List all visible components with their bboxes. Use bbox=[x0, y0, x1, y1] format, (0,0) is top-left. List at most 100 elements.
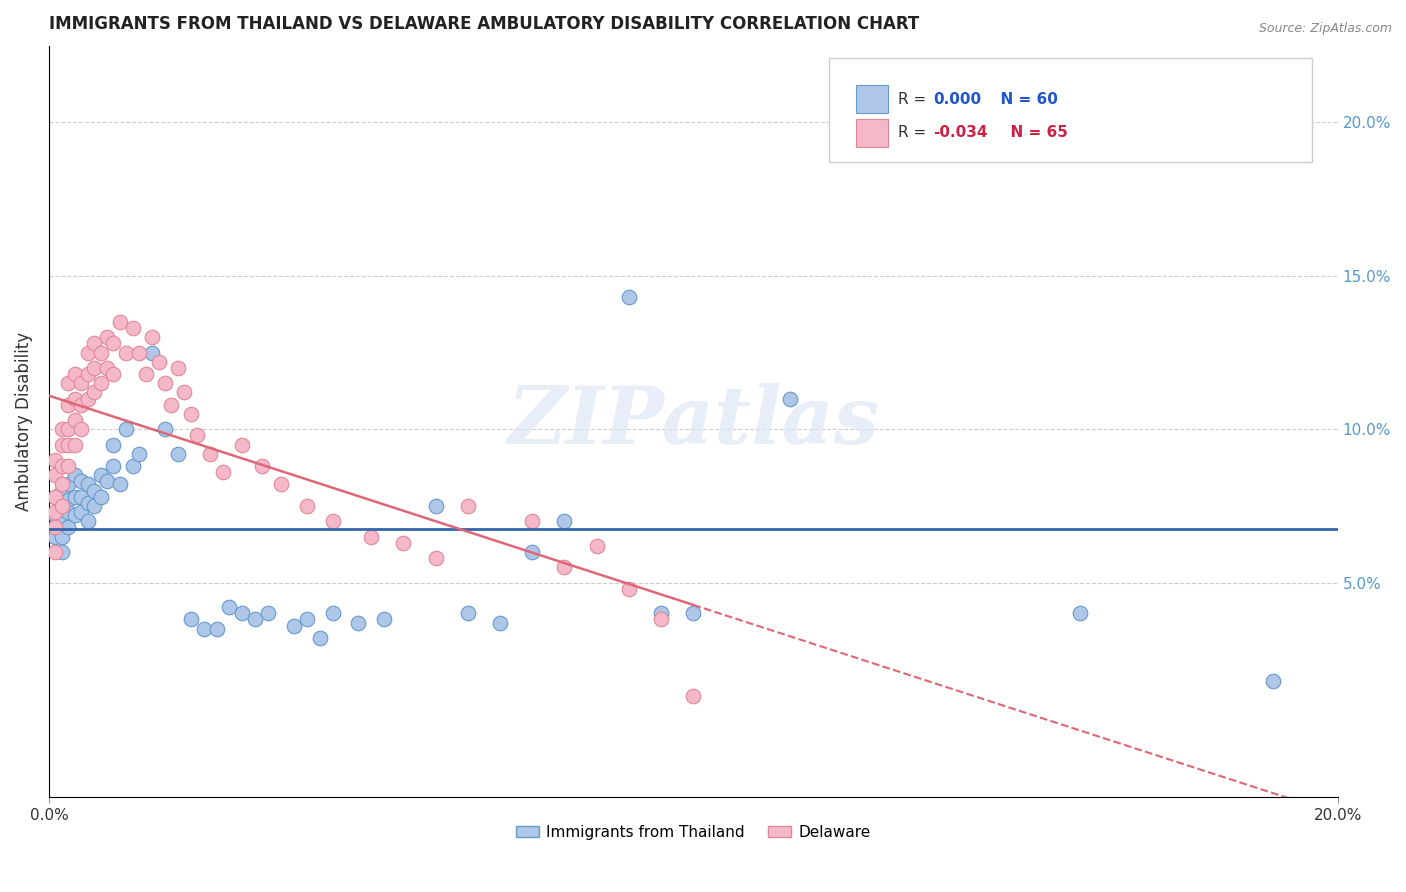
Point bbox=[347, 615, 370, 630]
Point bbox=[193, 622, 215, 636]
Point bbox=[270, 477, 292, 491]
Point bbox=[231, 437, 253, 451]
Point bbox=[166, 447, 188, 461]
Point bbox=[76, 477, 98, 491]
Point bbox=[89, 345, 111, 359]
Point bbox=[198, 447, 221, 461]
Point bbox=[58, 422, 80, 436]
Point bbox=[89, 376, 111, 391]
Point bbox=[44, 520, 66, 534]
Point bbox=[58, 398, 80, 412]
Point bbox=[63, 437, 86, 451]
Point bbox=[51, 483, 73, 498]
Point bbox=[153, 422, 176, 436]
Point bbox=[522, 545, 544, 559]
Text: Source: ZipAtlas.com: Source: ZipAtlas.com bbox=[1258, 22, 1392, 36]
Point bbox=[76, 514, 98, 528]
Point bbox=[1069, 607, 1091, 621]
Point bbox=[83, 385, 105, 400]
Point bbox=[425, 551, 447, 566]
Point bbox=[160, 398, 183, 412]
Point bbox=[489, 615, 512, 630]
Point bbox=[308, 631, 330, 645]
Point bbox=[103, 458, 125, 473]
Point bbox=[360, 530, 382, 544]
Text: R =: R = bbox=[898, 126, 931, 140]
Point bbox=[295, 612, 318, 626]
Point bbox=[585, 539, 607, 553]
Point bbox=[83, 483, 105, 498]
Point bbox=[115, 345, 138, 359]
Point bbox=[243, 612, 266, 626]
Text: N = 60: N = 60 bbox=[990, 92, 1057, 106]
Point bbox=[76, 392, 98, 406]
Point bbox=[96, 475, 118, 489]
Point bbox=[457, 499, 479, 513]
Point bbox=[89, 468, 111, 483]
Point bbox=[650, 607, 672, 621]
Point bbox=[44, 530, 66, 544]
Point bbox=[51, 499, 73, 513]
Point bbox=[58, 376, 80, 391]
Point bbox=[425, 499, 447, 513]
FancyBboxPatch shape bbox=[856, 119, 889, 147]
Point bbox=[51, 458, 73, 473]
Point bbox=[70, 398, 93, 412]
Point bbox=[58, 492, 80, 507]
Point bbox=[135, 367, 157, 381]
Point bbox=[257, 607, 280, 621]
Point bbox=[89, 490, 111, 504]
Point bbox=[70, 422, 93, 436]
Point bbox=[44, 505, 66, 519]
Point bbox=[51, 422, 73, 436]
Point bbox=[682, 689, 704, 703]
FancyBboxPatch shape bbox=[828, 59, 1312, 162]
Point bbox=[44, 453, 66, 467]
Point bbox=[83, 499, 105, 513]
Point bbox=[153, 376, 176, 391]
Point bbox=[58, 458, 80, 473]
Point bbox=[96, 360, 118, 375]
Point bbox=[70, 490, 93, 504]
Point bbox=[51, 514, 73, 528]
Text: -0.034: -0.034 bbox=[934, 126, 987, 140]
Point bbox=[76, 345, 98, 359]
Text: N = 65: N = 65 bbox=[1000, 126, 1069, 140]
Point bbox=[51, 530, 73, 544]
Point bbox=[44, 520, 66, 534]
Point bbox=[283, 618, 305, 632]
Point bbox=[58, 477, 80, 491]
Legend: Immigrants from Thailand, Delaware: Immigrants from Thailand, Delaware bbox=[510, 819, 877, 847]
Point bbox=[212, 465, 235, 479]
Point bbox=[180, 407, 202, 421]
Point bbox=[373, 612, 395, 626]
Point bbox=[44, 545, 66, 559]
Point bbox=[141, 330, 163, 344]
Point bbox=[128, 447, 150, 461]
Point bbox=[103, 437, 125, 451]
Y-axis label: Ambulatory Disability: Ambulatory Disability bbox=[15, 332, 32, 511]
Point bbox=[115, 422, 138, 436]
Point bbox=[141, 345, 163, 359]
Point bbox=[121, 321, 143, 335]
Point bbox=[103, 336, 125, 351]
Text: 0.000: 0.000 bbox=[934, 92, 981, 106]
Point bbox=[231, 607, 253, 621]
Point bbox=[617, 582, 640, 596]
Point bbox=[392, 535, 415, 549]
Point bbox=[63, 392, 86, 406]
Point bbox=[44, 490, 66, 504]
Point bbox=[457, 607, 479, 621]
Point bbox=[51, 545, 73, 559]
Point bbox=[121, 458, 143, 473]
Point bbox=[553, 560, 575, 574]
Point bbox=[44, 468, 66, 483]
Text: IMMIGRANTS FROM THAILAND VS DELAWARE AMBULATORY DISABILITY CORRELATION CHART: IMMIGRANTS FROM THAILAND VS DELAWARE AMB… bbox=[49, 15, 920, 33]
Point bbox=[76, 496, 98, 510]
Point bbox=[70, 475, 93, 489]
Point bbox=[44, 490, 66, 504]
Point bbox=[186, 428, 208, 442]
Point bbox=[522, 514, 544, 528]
Point bbox=[44, 508, 66, 523]
Point bbox=[617, 290, 640, 304]
